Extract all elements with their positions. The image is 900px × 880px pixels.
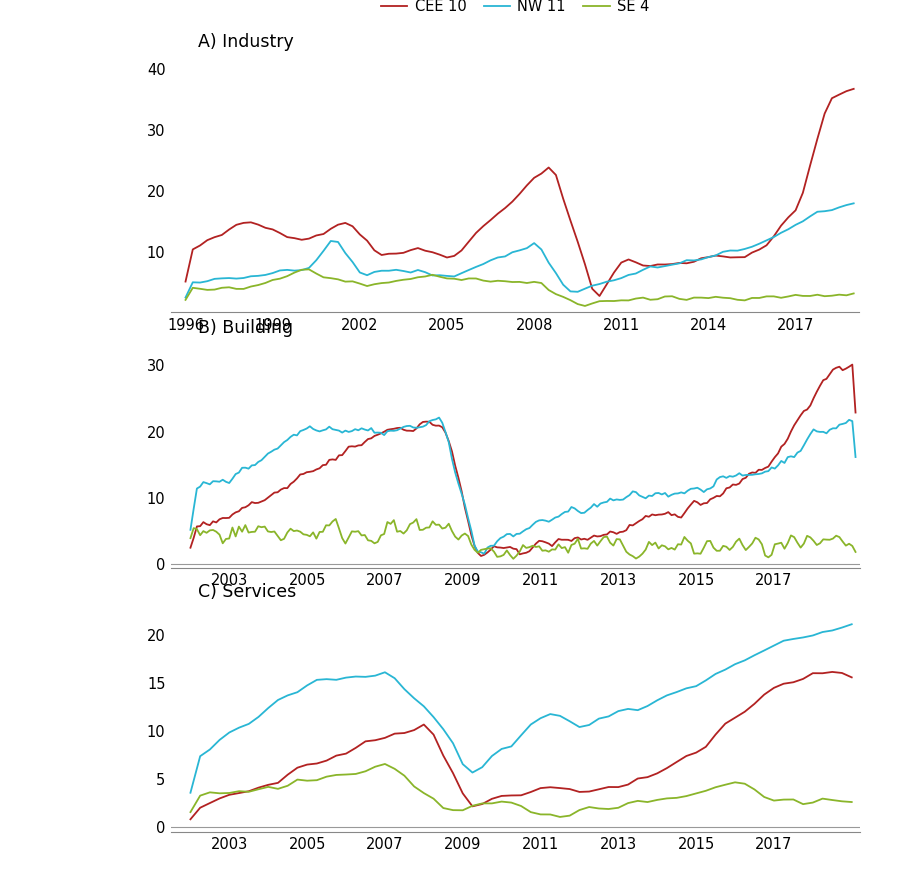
SE 4 bbox=[580, 301, 590, 312]
CEE 10 bbox=[717, 251, 728, 261]
Line: CEE 10: CEE 10 bbox=[185, 89, 854, 296]
SE 4 bbox=[849, 288, 859, 298]
CEE 10 bbox=[594, 290, 605, 301]
Text: C) Services: C) Services bbox=[198, 583, 296, 600]
CEE 10 bbox=[652, 260, 663, 270]
Legend: CEE 10, NW 11, SE 4: CEE 10, NW 11, SE 4 bbox=[375, 0, 655, 19]
CEE 10 bbox=[318, 229, 328, 239]
SE 4 bbox=[724, 293, 735, 304]
NW 11 bbox=[514, 245, 525, 255]
SE 4 bbox=[660, 291, 670, 302]
CEE 10 bbox=[289, 233, 300, 244]
NW 11 bbox=[318, 246, 328, 256]
SE 4 bbox=[289, 268, 300, 278]
SE 4 bbox=[303, 264, 314, 275]
NW 11 bbox=[645, 261, 656, 272]
Text: B) Building: B) Building bbox=[198, 319, 293, 336]
SE 4 bbox=[326, 273, 337, 283]
NW 11 bbox=[180, 292, 191, 303]
CEE 10 bbox=[514, 188, 525, 199]
Text: A) Industry: A) Industry bbox=[198, 33, 293, 50]
NW 11 bbox=[710, 250, 721, 260]
SE 4 bbox=[267, 275, 278, 285]
Line: SE 4: SE 4 bbox=[185, 269, 854, 306]
NW 11 bbox=[267, 268, 278, 278]
Line: NW 11: NW 11 bbox=[185, 203, 854, 297]
NW 11 bbox=[849, 198, 859, 209]
SE 4 bbox=[521, 278, 532, 289]
CEE 10 bbox=[267, 224, 278, 235]
NW 11 bbox=[289, 266, 300, 276]
CEE 10 bbox=[849, 84, 859, 94]
SE 4 bbox=[180, 295, 191, 305]
CEE 10 bbox=[180, 276, 191, 287]
